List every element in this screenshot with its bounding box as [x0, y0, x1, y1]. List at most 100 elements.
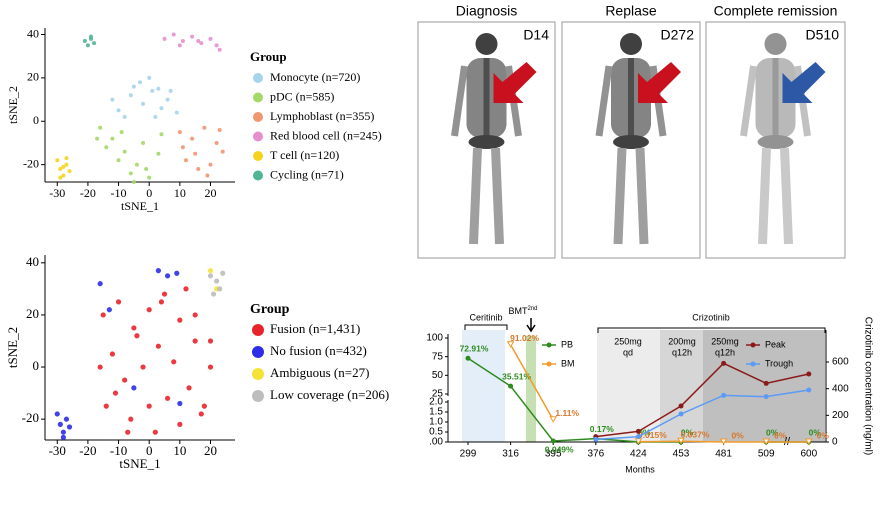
band [462, 330, 505, 442]
band [526, 336, 536, 442]
point [678, 403, 684, 409]
point [217, 286, 223, 292]
y2-tick-label: 200 [832, 410, 849, 421]
legend-label: pDC (n=585) [270, 89, 334, 103]
point [141, 101, 146, 106]
x-tick-label: -30 [49, 443, 66, 458]
point [174, 270, 180, 276]
point [153, 114, 158, 119]
point [186, 385, 192, 391]
point [719, 438, 728, 445]
point [88, 34, 93, 39]
legend-marker [750, 361, 756, 367]
point [64, 162, 69, 167]
dose-label: q12h [672, 347, 692, 357]
point [156, 86, 161, 91]
point [64, 156, 69, 161]
point [217, 47, 222, 52]
point [180, 145, 185, 150]
point [177, 130, 182, 135]
value-label: 72.91% [460, 343, 489, 353]
point [183, 286, 189, 292]
point [92, 41, 97, 46]
point [174, 110, 179, 115]
point [549, 416, 558, 423]
point [134, 162, 139, 167]
point [804, 438, 813, 445]
legend-label: Lymphoblast (n=355) [270, 109, 374, 123]
point [156, 151, 161, 156]
legend-label: Fusion (n=1,431) [270, 321, 360, 336]
x-tick-label: -20 [79, 443, 96, 458]
legend-title: Group [250, 49, 287, 64]
point [161, 291, 168, 297]
legend-swatch [252, 346, 264, 358]
legs [613, 147, 649, 245]
point [721, 392, 727, 398]
annotation: Crizotinib [692, 312, 730, 322]
point [61, 164, 66, 169]
point [100, 312, 106, 318]
y-tick-label: -20 [22, 410, 39, 425]
point [192, 312, 198, 318]
point [205, 173, 210, 178]
point [146, 307, 152, 313]
value-label: 0% [731, 430, 744, 440]
point [202, 125, 207, 130]
y-tick-label: 100 [426, 333, 443, 344]
point [180, 39, 185, 44]
dose-label: 250mg [614, 336, 642, 346]
point [201, 403, 207, 409]
legend-label: No fusion (n=432) [270, 343, 367, 358]
dose-label: q12h [715, 347, 735, 357]
legend-label: PB [561, 339, 573, 349]
x-axis-label: tSNE_1 [119, 456, 160, 471]
y2-axis-label: Crizotinib concentration (ng/ml) [862, 317, 873, 455]
point [147, 75, 152, 80]
point [806, 387, 812, 393]
point [116, 108, 121, 113]
point [63, 416, 70, 422]
point [131, 180, 136, 184]
point [465, 355, 471, 361]
value-label: 0.037% [681, 430, 710, 440]
point [214, 278, 220, 284]
y2-tick-label: 400 [832, 383, 849, 394]
legend-marker [546, 342, 552, 348]
point [122, 377, 128, 383]
point [152, 429, 158, 435]
y-tick-label: 40 [27, 26, 39, 40]
value-label: 0% [774, 430, 787, 440]
y-tick-label: 2.0 [429, 397, 443, 408]
point [177, 421, 183, 427]
point [110, 97, 115, 102]
point [144, 166, 149, 171]
pelvis [613, 135, 649, 149]
legend-marker [750, 342, 756, 348]
point [806, 371, 812, 377]
point [128, 93, 133, 98]
legend-label: BM [561, 358, 575, 368]
legend-swatch [253, 73, 263, 83]
point [171, 359, 177, 365]
point [159, 106, 164, 111]
point [131, 385, 137, 391]
x-tick-label: -20 [80, 186, 96, 200]
x-tick-label: 453 [673, 449, 690, 460]
point [635, 428, 641, 434]
x-tick-label: 316 [502, 449, 519, 460]
band [660, 330, 703, 442]
x-tick-label: 20 [204, 443, 217, 458]
point [97, 281, 103, 287]
x-tick-label: 376 [587, 449, 604, 460]
point [220, 270, 226, 276]
point [146, 403, 152, 409]
point [134, 333, 140, 339]
point [97, 364, 103, 370]
legend-swatch [252, 324, 264, 336]
legend-swatch [253, 92, 263, 103]
x-tick-label: 0 [146, 186, 152, 200]
point [112, 390, 119, 396]
value-label: 0.049% [545, 444, 574, 454]
